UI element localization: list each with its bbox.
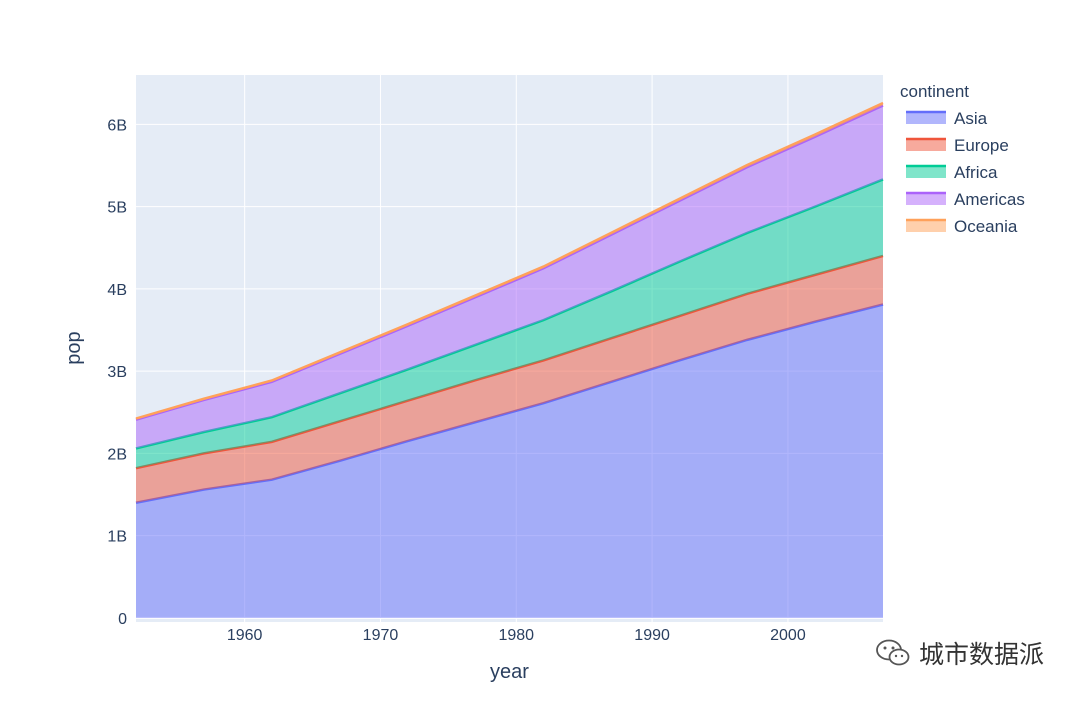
line-oceania [135, 101, 884, 420]
area-americas [136, 105, 883, 449]
y-tick-label: 4B [107, 282, 127, 299]
legend-label: Asia [954, 109, 988, 128]
watermark-text: 城市数据派 [918, 640, 1044, 669]
y-tick-label: 3B [107, 364, 127, 381]
area-europe [136, 255, 883, 503]
y-tick-label: 2B [107, 446, 127, 463]
legend-item-asia[interactable]: Asia [906, 109, 988, 128]
area-africa [136, 179, 883, 469]
legend: Asia Europe Africa Americas Oceania [906, 109, 1025, 236]
x-tick-label: 1980 [498, 627, 534, 644]
y-tick-label: 0 [118, 611, 127, 628]
x-tick-label: 1990 [634, 627, 670, 644]
x-tick-label: 1970 [363, 627, 399, 644]
y-tick-label: 1B [107, 529, 127, 546]
legend-item-europe[interactable]: Europe [906, 136, 1009, 155]
y-tick-label: 5B [107, 200, 127, 217]
area-asia [136, 304, 883, 618]
legend-swatch [906, 193, 946, 205]
area-series [135, 101, 884, 618]
legend-label: Europe [954, 136, 1009, 155]
legend-item-americas[interactable]: Americas [906, 190, 1025, 209]
legend-title: continent [900, 82, 969, 101]
legend-item-oceania[interactable]: Oceania [906, 217, 1018, 236]
legend-label: Americas [954, 190, 1025, 209]
legend-item-africa[interactable]: Africa [906, 163, 998, 182]
y-axis-ticks: 0 1B 2B 3B 4B 5B 6B [107, 117, 127, 628]
legend-swatch [906, 139, 946, 151]
y-tick-label: 6B [107, 117, 127, 134]
y-axis-title: pop [63, 331, 85, 364]
legend-swatch [906, 166, 946, 178]
legend-label: Oceania [954, 217, 1018, 236]
legend-swatch [906, 112, 946, 124]
x-tick-label: 2000 [770, 627, 806, 644]
legend-swatch [906, 220, 946, 232]
x-axis-ticks: 1960 1970 1980 1990 2000 [227, 627, 806, 644]
x-tick-label: 1960 [227, 627, 263, 644]
watermark: 城市数据派 [875, 635, 1044, 671]
wechat-icon [876, 639, 910, 666]
x-axis-title: year [490, 661, 529, 683]
legend-label: Africa [954, 163, 998, 182]
